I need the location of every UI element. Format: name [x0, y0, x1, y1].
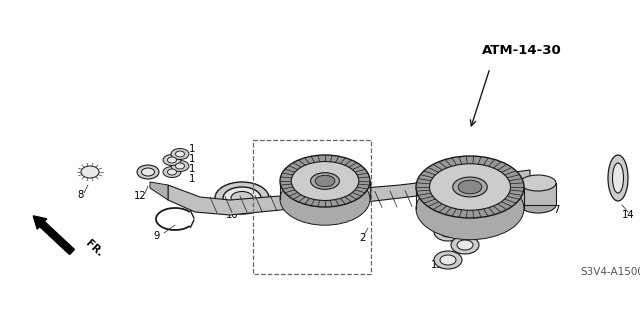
Ellipse shape: [141, 168, 154, 176]
Text: 15: 15: [463, 235, 476, 245]
Text: 2: 2: [359, 233, 365, 243]
Ellipse shape: [280, 173, 370, 225]
Text: 1: 1: [189, 164, 195, 174]
Text: 10: 10: [226, 210, 238, 220]
Ellipse shape: [310, 173, 339, 189]
Bar: [253, 140, 371, 274]
Ellipse shape: [457, 240, 473, 250]
Ellipse shape: [451, 236, 479, 254]
Text: 7: 7: [553, 205, 559, 215]
Polygon shape: [168, 170, 530, 215]
Text: 1: 1: [189, 154, 195, 164]
Ellipse shape: [163, 154, 181, 166]
Text: 1: 1: [189, 174, 195, 184]
Text: 1: 1: [189, 144, 195, 154]
Ellipse shape: [520, 197, 556, 213]
Ellipse shape: [171, 149, 189, 160]
Ellipse shape: [315, 175, 335, 187]
Text: 14: 14: [621, 210, 634, 220]
Text: 9: 9: [154, 231, 160, 241]
Ellipse shape: [163, 167, 181, 177]
Text: S3V4-A1500: S3V4-A1500: [580, 267, 640, 277]
Text: FR.: FR.: [84, 238, 105, 258]
Ellipse shape: [608, 155, 628, 201]
Ellipse shape: [429, 164, 511, 210]
Ellipse shape: [168, 157, 177, 163]
Ellipse shape: [168, 169, 177, 175]
Text: 15: 15: [431, 260, 444, 270]
Ellipse shape: [452, 177, 487, 197]
Text: 3: 3: [315, 210, 321, 220]
Ellipse shape: [215, 182, 269, 214]
Ellipse shape: [520, 175, 556, 191]
Text: 12: 12: [134, 191, 147, 201]
Ellipse shape: [612, 163, 623, 193]
FancyArrow shape: [33, 216, 74, 255]
Ellipse shape: [175, 151, 184, 157]
Ellipse shape: [416, 156, 524, 218]
Ellipse shape: [440, 227, 456, 237]
Ellipse shape: [434, 251, 462, 269]
Ellipse shape: [137, 165, 159, 179]
Ellipse shape: [458, 180, 482, 194]
Text: ATM-14-30: ATM-14-30: [482, 43, 562, 56]
Polygon shape: [150, 182, 168, 200]
Ellipse shape: [291, 161, 359, 201]
Ellipse shape: [440, 255, 456, 265]
Ellipse shape: [223, 187, 261, 209]
Polygon shape: [520, 183, 556, 205]
Ellipse shape: [280, 155, 370, 207]
Ellipse shape: [416, 178, 524, 240]
Text: 15: 15: [431, 223, 444, 233]
Ellipse shape: [175, 163, 184, 169]
Ellipse shape: [81, 166, 99, 178]
Ellipse shape: [434, 223, 462, 241]
Ellipse shape: [231, 191, 253, 204]
Ellipse shape: [171, 160, 189, 172]
Text: 8: 8: [77, 190, 83, 200]
